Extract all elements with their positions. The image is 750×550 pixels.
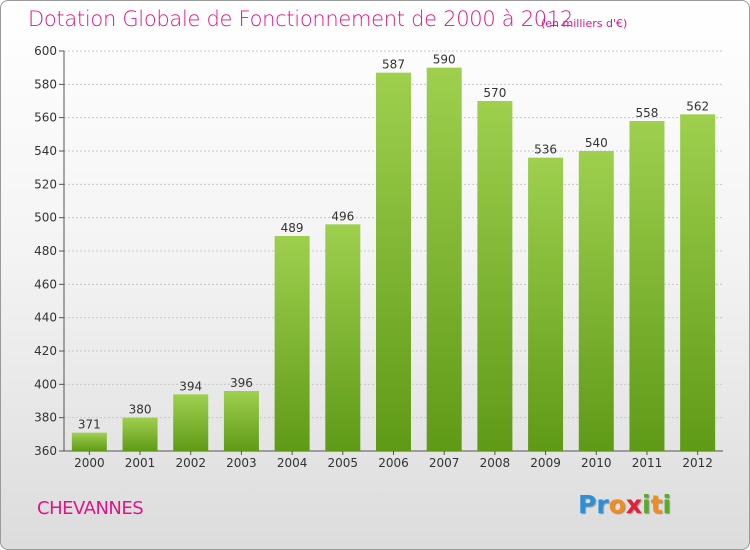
- commune-name: CHEVANNES: [37, 498, 144, 519]
- y-tick-label: 500: [34, 211, 57, 225]
- x-tick-label: 2000: [74, 456, 105, 470]
- y-tick-label: 540: [34, 144, 57, 158]
- bar: [71, 432, 107, 451]
- axis-layer: 360 380 400 420 440 460 480 500 520 540 560 580 600: [34, 44, 723, 458]
- logo-letter: t: [650, 490, 663, 519]
- y-tick-label: 360: [34, 444, 57, 458]
- bar: [426, 67, 462, 452]
- logo-letter: x: [625, 490, 642, 519]
- bar: [629, 121, 665, 451]
- data-label: 536: [534, 143, 557, 157]
- x-tick-label: 2006: [378, 456, 409, 470]
- data-label: 587: [382, 58, 405, 72]
- data-label: 570: [483, 86, 506, 100]
- chart-title: Dotation Globale de Fonctionnement de 20…: [28, 7, 573, 31]
- x-tick-label: 2004: [277, 456, 308, 470]
- bar: [274, 236, 310, 451]
- label-layer: 2000 371 2001 380 2002 394 2003 396 2004 489 2005 4…: [74, 53, 713, 470]
- bar: [223, 391, 259, 451]
- x-tick-label: 2003: [226, 456, 257, 470]
- chart-unit: (en milliers d'€): [541, 17, 628, 30]
- proxiti-logo[interactable]: Proxiti: [578, 490, 671, 519]
- y-tick-label: 400: [34, 377, 57, 391]
- x-tick-label: 2009: [530, 456, 561, 470]
- y-tick-label: 600: [34, 44, 57, 58]
- logo-letter: i: [642, 490, 651, 519]
- x-tick-label: 2012: [682, 456, 713, 470]
- data-label: 590: [433, 53, 456, 67]
- y-tick-label: 380: [34, 411, 57, 425]
- x-tick-label: 2002: [175, 456, 206, 470]
- bar: [376, 72, 411, 452]
- bar: [325, 224, 361, 451]
- data-label: 540: [585, 136, 608, 150]
- bar-layer: [71, 67, 716, 452]
- x-tick-label: 2010: [581, 456, 612, 470]
- data-label: 496: [331, 209, 354, 223]
- data-label: 558: [636, 106, 659, 120]
- logo-letter: i: [662, 490, 672, 519]
- x-tick-label: 2005: [328, 456, 359, 470]
- logo-letter: r: [596, 490, 609, 519]
- y-tick-label: 580: [34, 77, 57, 91]
- bar: [122, 417, 158, 451]
- data-label: 489: [281, 221, 304, 235]
- x-tick-label: 2001: [125, 456, 156, 470]
- y-tick-label: 460: [34, 277, 57, 291]
- x-tick-label: 2008: [480, 456, 511, 470]
- y-tick-label: 440: [34, 311, 57, 325]
- bar: [528, 157, 564, 451]
- logo-letter: P: [578, 490, 597, 519]
- bar: [173, 394, 209, 451]
- data-label: 394: [179, 379, 202, 393]
- data-label: 371: [78, 418, 101, 432]
- bar: [578, 151, 614, 451]
- x-tick-label: 2011: [632, 456, 663, 470]
- y-tick-label: 560: [34, 111, 57, 125]
- bar: [477, 101, 513, 451]
- y-tick-label: 480: [34, 244, 57, 258]
- x-tick-label: 2007: [429, 456, 460, 470]
- y-tick-label: 520: [34, 177, 57, 191]
- data-label: 396: [230, 376, 253, 390]
- bar: [680, 114, 716, 451]
- data-label: 562: [686, 99, 709, 113]
- data-label: 380: [129, 403, 152, 417]
- logo-letter: o: [608, 490, 626, 519]
- y-tick-label: 420: [34, 344, 57, 358]
